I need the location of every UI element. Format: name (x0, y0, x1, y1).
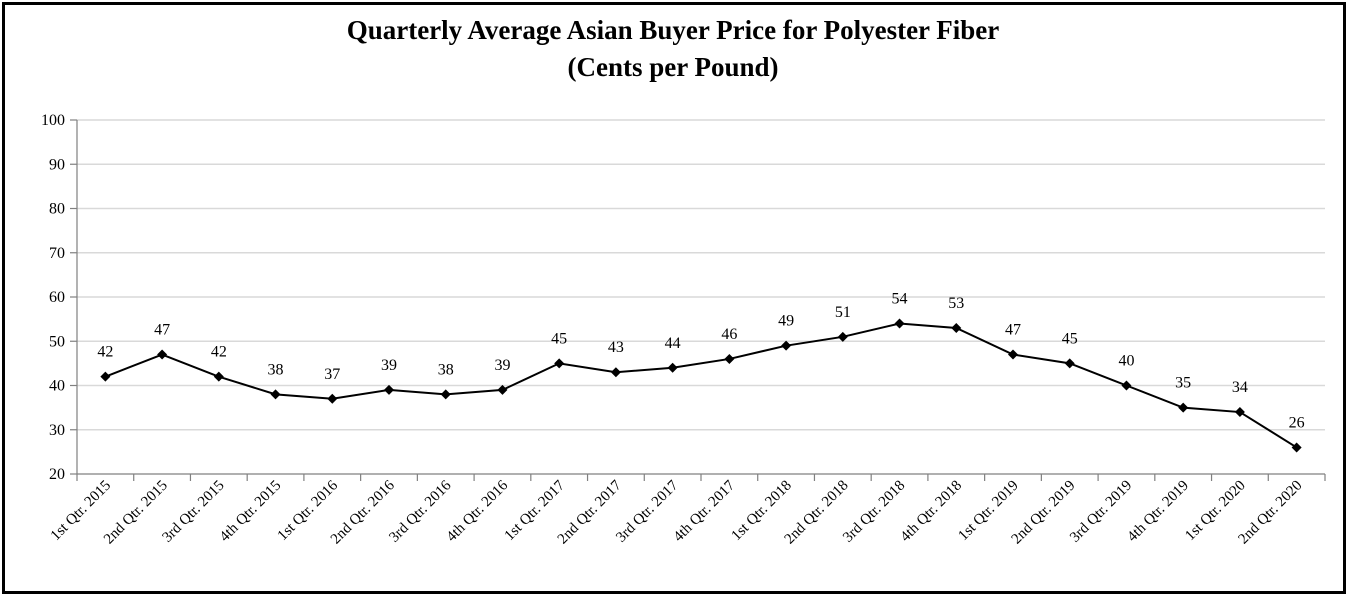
chart-title: Quarterly Average Asian Buyer Price for … (346, 15, 1000, 45)
data-point (554, 358, 565, 369)
data-point (1064, 358, 1075, 369)
y-tick-label: 100 (41, 112, 65, 129)
data-point (1291, 442, 1302, 453)
data-label: 42 (211, 344, 227, 361)
data-label: 38 (268, 361, 284, 378)
y-tick-label: 70 (49, 245, 65, 262)
data-label: 38 (438, 361, 454, 378)
data-point (270, 389, 281, 400)
data-point (781, 340, 792, 351)
series-line (105, 322, 1298, 449)
data-label: 40 (1118, 353, 1134, 370)
y-tick-label: 20 (49, 466, 65, 483)
data-label: 44 (665, 335, 681, 352)
data-label: 35 (1175, 375, 1191, 392)
chart-subtitle: (Cents per Pound) (567, 52, 779, 82)
data-label: 53 (948, 295, 964, 312)
y-tick-label: 90 (49, 156, 65, 173)
x-tick-label: 4th Qtr. 2015 (217, 478, 285, 546)
data-point (440, 389, 451, 400)
data-label: 43 (608, 339, 624, 356)
data-label: 39 (381, 357, 397, 374)
data-point (724, 353, 735, 364)
data-point (610, 367, 621, 378)
data-point (497, 384, 508, 395)
data-point (667, 362, 678, 373)
data-point (327, 393, 338, 404)
series-layer (100, 318, 1302, 453)
data-label: 45 (1062, 330, 1078, 347)
x-tick-label: 4th Qtr. 2018 (898, 478, 966, 546)
y-tick-label: 30 (49, 422, 65, 439)
gridlines (77, 119, 1325, 431)
x-tick-label: 4th Qtr. 2017 (671, 477, 739, 545)
data-label: 37 (324, 366, 340, 383)
x-tick-label: 4th Qtr. 2019 (1124, 478, 1192, 546)
data-point (951, 322, 962, 333)
data-point (837, 331, 848, 342)
data-point (157, 349, 168, 360)
x-tick-label: 4th Qtr. 2016 (444, 477, 512, 545)
data-label: 26 (1289, 414, 1305, 431)
data-label: 46 (721, 326, 737, 343)
data-point (894, 318, 905, 329)
data-point (1178, 402, 1189, 413)
data-point (1121, 380, 1132, 391)
data-labels: 42 47 42 38 37 39 38 39 45 43 44 46 49 51 54 53 47 45 40 35… (97, 291, 1304, 432)
y-tick-label: 60 (49, 289, 65, 306)
data-label: 47 (1005, 322, 1021, 339)
data-point (384, 384, 394, 395)
data-point (1234, 407, 1245, 418)
y-axis-ticks: 20 30 40 50 60 70 80 90 100 (41, 112, 77, 483)
data-label: 42 (97, 344, 113, 361)
data-label: 39 (494, 357, 510, 374)
y-tick-label: 50 (49, 333, 65, 350)
data-label: 49 (778, 313, 794, 330)
y-tick-label: 40 (49, 378, 65, 395)
data-label: 45 (551, 330, 567, 347)
data-label: 34 (1232, 379, 1248, 396)
y-tick-label: 80 (49, 201, 65, 218)
data-point (100, 371, 111, 382)
data-point (1008, 349, 1018, 360)
data-label: 54 (892, 291, 908, 308)
data-point (213, 371, 224, 382)
data-label: 51 (835, 304, 851, 321)
data-label: 47 (154, 322, 170, 339)
